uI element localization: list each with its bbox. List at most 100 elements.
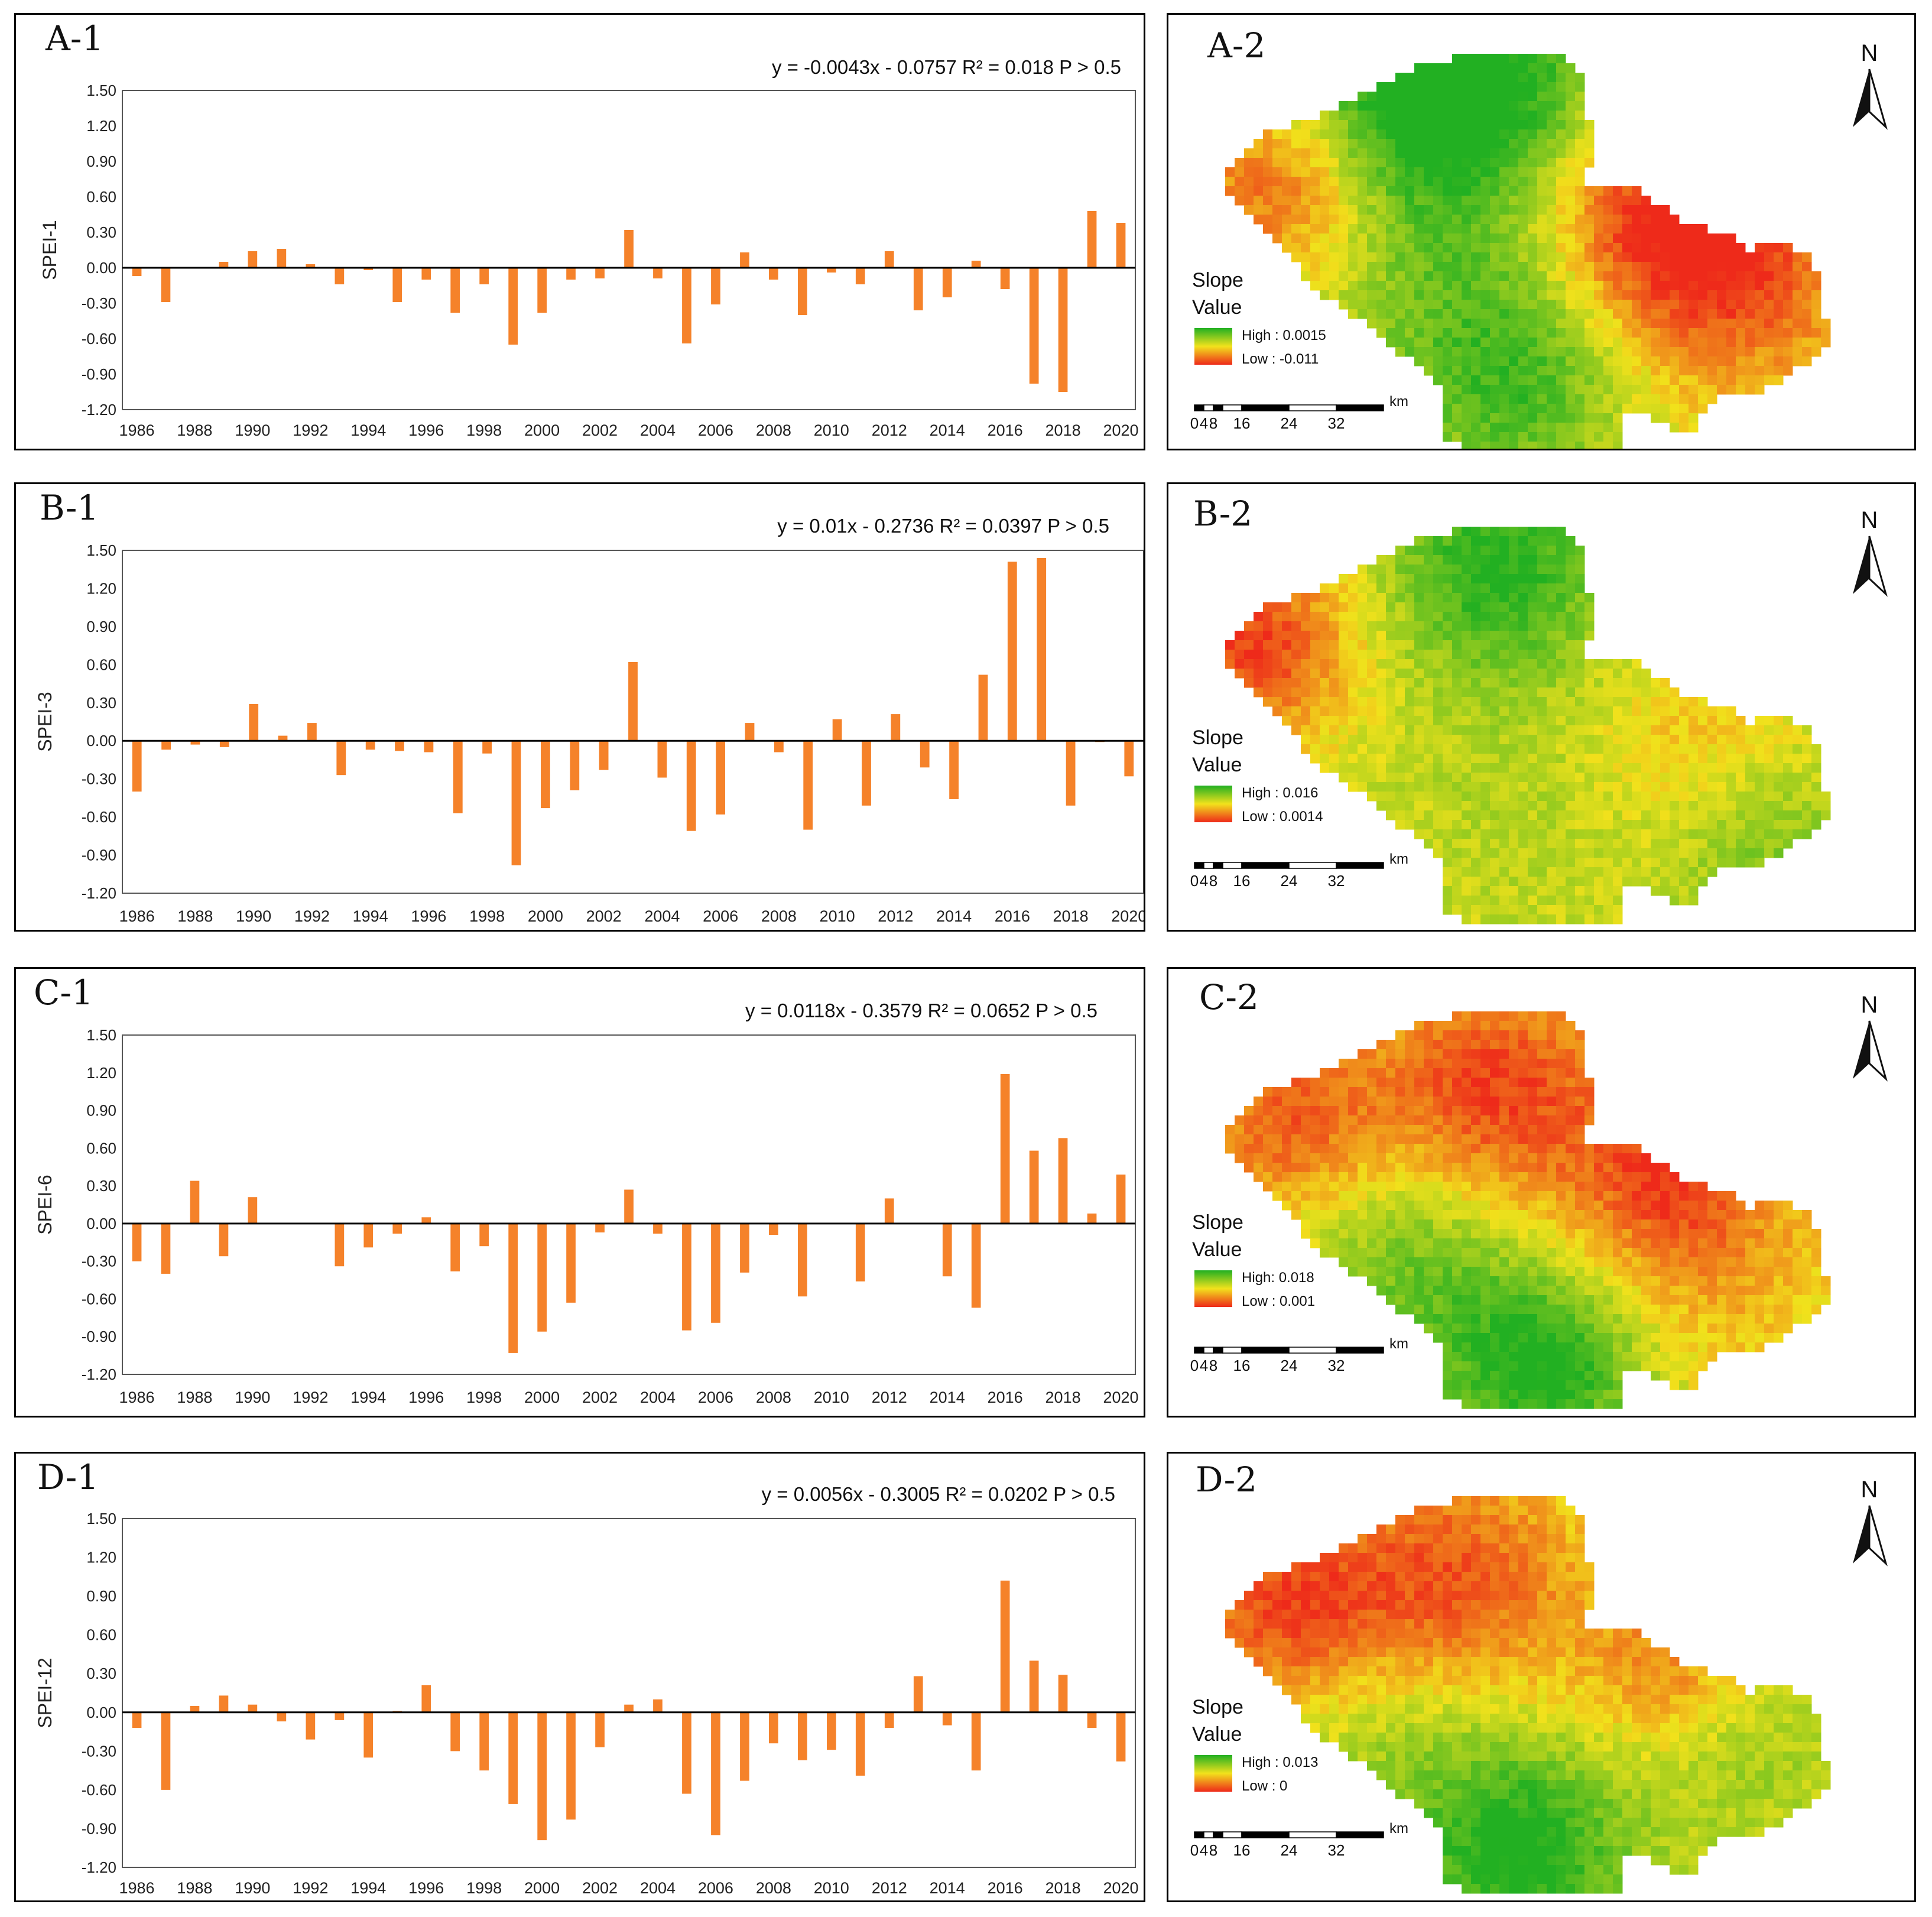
raster-cell <box>1499 527 1509 537</box>
raster-cell <box>1395 167 1405 177</box>
raster-cell <box>1320 1115 1330 1125</box>
raster-cell <box>1707 706 1717 716</box>
raster-cell <box>1414 1182 1424 1192</box>
raster-cell <box>1499 281 1509 291</box>
raster-cell <box>1452 896 1462 906</box>
raster-cell <box>1745 848 1755 858</box>
raster-cell <box>1339 129 1349 140</box>
raster-cell <box>1613 773 1623 783</box>
raster-cell <box>1443 186 1453 196</box>
raster-cell <box>1528 385 1538 395</box>
raster-cell <box>1670 1201 1680 1211</box>
raster-cell <box>1689 1267 1699 1277</box>
raster-cell <box>1395 215 1405 225</box>
raster-cell <box>1764 1276 1774 1286</box>
raster-cell <box>1376 565 1387 575</box>
raster-cell <box>1547 1342 1557 1352</box>
raster-cell <box>1528 262 1538 272</box>
raster-cell <box>1641 1163 1651 1173</box>
raster-cell <box>1556 158 1566 168</box>
raster-cell <box>1386 640 1396 650</box>
raster-cell <box>1584 375 1595 385</box>
raster-cell <box>1263 1134 1273 1144</box>
raster-cell <box>1613 1352 1623 1362</box>
raster-cell <box>1566 158 1576 168</box>
raster-cell <box>1358 262 1368 272</box>
raster-cell <box>1518 328 1528 338</box>
raster-cell <box>1641 262 1651 272</box>
bar-1990 <box>248 1197 258 1224</box>
raster-cell <box>1641 338 1651 348</box>
raster-cell <box>1556 1210 1566 1220</box>
raster-cell <box>1348 697 1358 707</box>
raster-cell <box>1452 839 1462 849</box>
raster-cell <box>1386 82 1396 92</box>
raster-cell <box>1575 309 1585 319</box>
raster-cell <box>1291 650 1301 660</box>
raster-cell <box>1547 101 1557 111</box>
bar-1997 <box>450 268 460 313</box>
raster-cell <box>1689 356 1699 366</box>
raster-cell <box>1414 593 1424 603</box>
raster-cell <box>1452 1106 1462 1116</box>
raster-cell <box>1405 1144 1415 1154</box>
raster-cell <box>1575 810 1585 820</box>
raster-cell <box>1509 574 1519 584</box>
chart-panel-a1: A-1 1.50 1.20 0.90 0.60 0.30 0.00 -0.30 -0.60 -0… <box>14 13 1145 450</box>
raster-cell <box>1528 319 1538 329</box>
bar-2002 <box>599 741 609 770</box>
scale-segment <box>1222 404 1242 411</box>
raster-cell <box>1414 177 1424 187</box>
raster-cell <box>1452 1257 1462 1267</box>
raster-cell <box>1424 1172 1434 1182</box>
raster-cell <box>1613 858 1623 868</box>
raster-cell <box>1471 801 1481 811</box>
raster-cell <box>1632 1172 1642 1182</box>
raster-cell <box>1254 640 1264 650</box>
raster-cell <box>1622 877 1632 887</box>
y-tick-label: -0.30 <box>82 770 116 788</box>
raster-cell <box>1603 1286 1613 1296</box>
raster-cell <box>1480 1314 1491 1324</box>
raster-cell <box>1632 1201 1642 1211</box>
raster-cell <box>1622 300 1632 310</box>
raster-cell <box>1679 394 1689 404</box>
raster-cell <box>1452 243 1462 253</box>
raster-cell <box>1660 1305 1670 1315</box>
raster-cell <box>1594 224 1604 234</box>
raster-cell <box>1632 687 1642 698</box>
raster-cell <box>1358 111 1368 121</box>
raster-cell <box>1424 754 1434 764</box>
raster-cell <box>1755 319 1765 329</box>
raster-cell <box>1452 536 1462 546</box>
raster-cell <box>1367 1059 1377 1069</box>
y-tick-label: 0.00 <box>86 732 116 750</box>
raster-cell <box>1584 347 1595 357</box>
raster-cell <box>1433 669 1443 679</box>
raster-cell <box>1490 1257 1500 1267</box>
raster-cell <box>1452 669 1462 679</box>
raster-cell <box>1376 139 1387 149</box>
raster-cell <box>1320 1238 1330 1248</box>
raster-cell <box>1471 101 1481 111</box>
raster-cell <box>1462 612 1472 622</box>
raster-cell <box>1339 224 1349 234</box>
raster-cell <box>1291 252 1301 262</box>
raster-cell <box>1395 1276 1405 1286</box>
raster-cell <box>1566 631 1576 641</box>
raster-cell <box>1490 527 1500 537</box>
raster-cell <box>1405 621 1415 631</box>
raster-cell <box>1660 810 1670 820</box>
raster-cell <box>1348 1191 1358 1201</box>
raster-cell <box>1518 186 1528 196</box>
raster-cell <box>1358 300 1368 310</box>
raster-cell <box>1424 1257 1434 1267</box>
raster-cell <box>1462 905 1472 915</box>
regression-equation: y = -0.0043x - 0.0757 R² = 0.018 P > 0.5 <box>772 56 1121 78</box>
raster-cell <box>1707 754 1717 764</box>
raster-cell <box>1689 243 1699 253</box>
raster-cell <box>1556 1238 1566 1248</box>
bar-2020 <box>1116 1175 1126 1224</box>
raster-cell <box>1320 706 1330 716</box>
raster-cell <box>1774 1286 1784 1296</box>
